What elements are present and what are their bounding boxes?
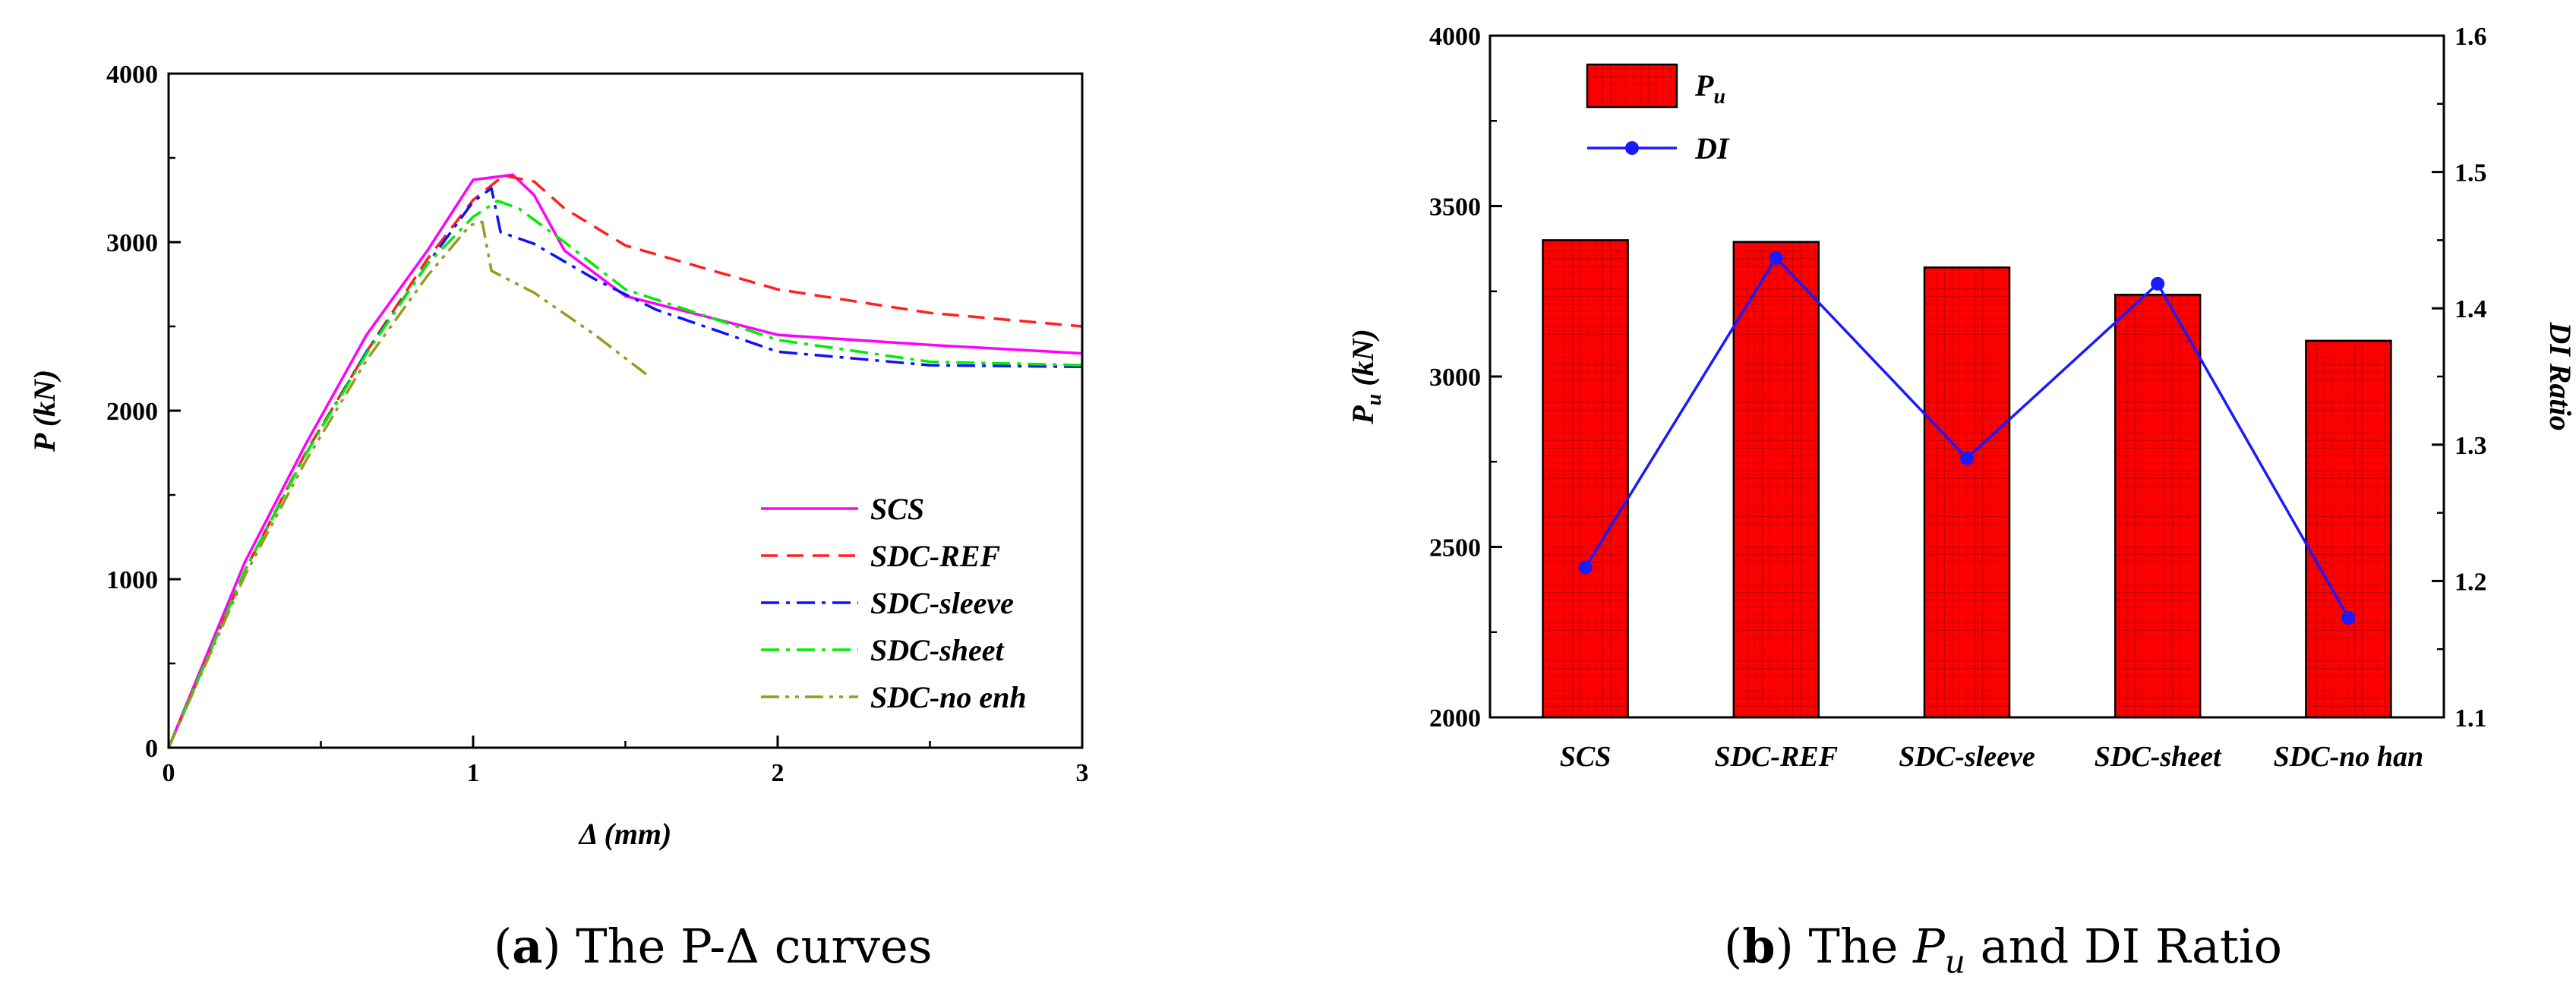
y2-axis-title: DI Ratio xyxy=(2543,321,2576,430)
di-point-SDC-REF xyxy=(1769,250,1783,265)
y-tick-label: 0 xyxy=(145,735,158,763)
legend-label-Pu: Pu xyxy=(1694,68,1725,109)
y2-tick-label: 1.2 xyxy=(2454,568,2487,596)
y-tick-label: 2000 xyxy=(1429,704,1481,733)
pu-symbol: Pu xyxy=(1913,918,1965,981)
y2-tick-label: 1.1 xyxy=(2454,704,2487,733)
x-tick-label: 3 xyxy=(1076,759,1089,787)
bar-SDC-no han xyxy=(2305,339,2392,719)
di-point-SDC-sleeve xyxy=(1960,451,1974,465)
series-line-SDC-sleeve xyxy=(167,187,1083,748)
category-label-SDC-sheet: SDC-sheet xyxy=(2095,741,2222,773)
legend-swatch-Pu xyxy=(1586,63,1678,109)
legend-label-DI: DI xyxy=(1694,131,1730,165)
y-tick-label: 4000 xyxy=(1429,23,1481,51)
y-tick-label: 3000 xyxy=(1429,364,1481,392)
category-label-SDC-sleeve: SDC-sleeve xyxy=(1899,741,2035,773)
y2-tick-label: 1.4 xyxy=(2454,295,2487,323)
y-axis-title-b: Pu (kN) xyxy=(1346,329,1386,425)
category-label-SCS: SCS xyxy=(1560,741,1612,773)
bar-SCS xyxy=(1542,239,1629,719)
caption-b: (b) The Pu and DI Ratio xyxy=(1724,918,2282,981)
category-label-SDC-no han: SDC-no han xyxy=(2274,741,2423,773)
y-tick-label: 3500 xyxy=(1429,194,1481,222)
di-point-SDC-sheet xyxy=(2151,276,2165,291)
bar-SDC-REF xyxy=(1732,241,1820,719)
y-tick-label: 2000 xyxy=(106,398,158,426)
di-point-SDC-no han xyxy=(2341,610,2356,625)
x-axis-title: Δ (mm) xyxy=(578,817,672,851)
y2-tick-label: 1.3 xyxy=(2454,432,2487,460)
legend-label-SCS: SCS xyxy=(870,492,924,526)
y-tick-label: 1000 xyxy=(106,566,158,594)
y-axis-title: P (kN) xyxy=(27,370,62,452)
x-tick-label: 2 xyxy=(772,759,784,787)
legend-marker-DI xyxy=(1625,141,1639,155)
y-tick-label: 4000 xyxy=(106,61,158,89)
bar-SDC-sheet xyxy=(2114,293,2202,719)
category-label-SDC-REF: SDC-REF xyxy=(1714,741,1838,773)
y-tick-label: 3000 xyxy=(106,229,158,257)
x-tick-label: 1 xyxy=(467,759,480,787)
series-line-SDC-sheet xyxy=(167,199,1083,748)
y2-tick-label: 1.5 xyxy=(2454,159,2487,187)
series-line-SCS xyxy=(167,173,1083,748)
legend-label-SDC-no enh: SDC-no enh xyxy=(870,680,1027,714)
legend-label-SDC-sleeve: SDC-sleeve xyxy=(870,586,1014,620)
y2-tick-label: 1.6 xyxy=(2454,23,2487,51)
series-line-SDC-no enh xyxy=(167,220,651,748)
x-tick-label: 0 xyxy=(163,759,175,787)
y-tick-label: 2500 xyxy=(1429,534,1481,562)
legend-label-SDC-REF: SDC-REF xyxy=(870,539,1000,573)
di-point-SCS xyxy=(1578,560,1593,575)
bar-SDC-sleeve xyxy=(1923,266,2011,719)
legend-label-SDC-sheet: SDC-sheet xyxy=(870,633,1005,667)
caption-a: (a) The P-Δ curves xyxy=(494,918,933,974)
